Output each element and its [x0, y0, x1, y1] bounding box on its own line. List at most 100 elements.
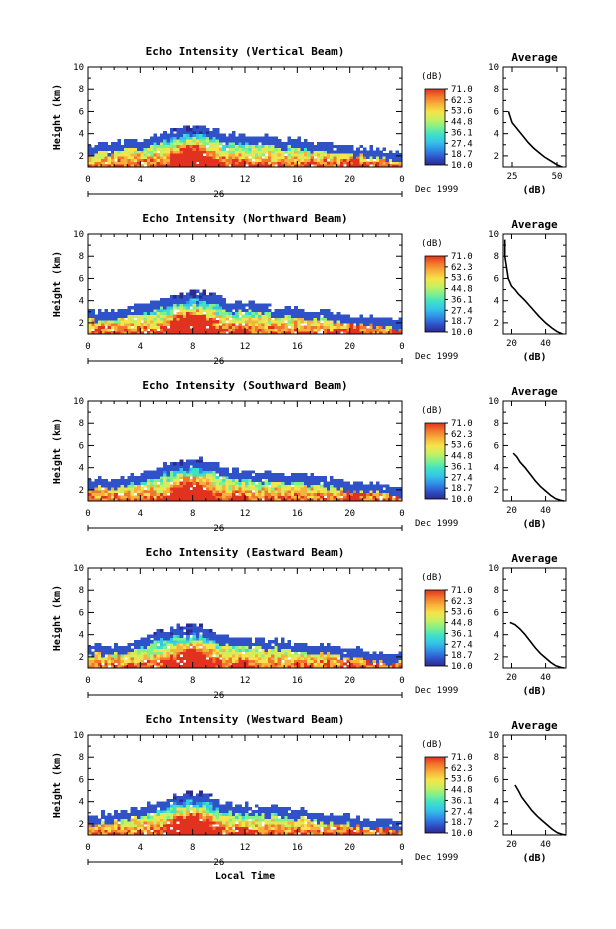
average-y-tick-label: 8 [494, 85, 499, 95]
heatmap-cell [375, 320, 380, 324]
heatmap-cell [140, 144, 144, 148]
heatmap-cell [189, 309, 194, 313]
heatmap-cell [382, 656, 387, 661]
heatmap-cell [212, 136, 216, 140]
heatmap-cell [336, 665, 341, 669]
heatmap-cell [274, 142, 279, 146]
heatmap-cell [336, 481, 341, 485]
heatmap-cell [271, 481, 275, 485]
heatmap-cell [186, 303, 190, 307]
heatmap-cell [127, 654, 131, 658]
heatmap-cell [349, 317, 354, 321]
heatmap-cell [297, 821, 301, 825]
heatmap-cell [88, 314, 92, 318]
heatmap-cell [127, 823, 131, 828]
heatmap-cell [176, 147, 180, 151]
colorbar-tick-label: 36.1 [451, 128, 473, 138]
heatmap-cell [222, 818, 226, 822]
heatmap-cell [176, 470, 180, 474]
heatmap-cell [166, 829, 171, 833]
heatmap-cell [218, 489, 223, 494]
heatmap-cell [225, 473, 230, 477]
heatmap-cell [176, 640, 180, 644]
heatmap-cell [251, 481, 256, 485]
heatmap-cell [133, 476, 138, 480]
heatmap-cell [281, 662, 285, 666]
heatmap-cell [369, 144, 373, 148]
heatmap-cell [284, 495, 288, 499]
heatmap-cell [117, 829, 122, 833]
heatmap-cell [140, 314, 144, 318]
heatmap-cell [310, 495, 315, 499]
heatmap-cell [235, 495, 239, 499]
heatmap-cell [241, 489, 246, 494]
heatmap-cell [215, 821, 220, 825]
heatmap-cell [277, 317, 282, 321]
heatmap-cell [104, 150, 109, 154]
heatmap-cell [231, 303, 236, 307]
y-tick-label: 4 [79, 464, 84, 474]
heatmap-cell [153, 303, 158, 307]
heatmap-cell [398, 322, 403, 327]
heatmap-cell [169, 130, 174, 135]
heatmap-cell [173, 796, 177, 800]
heatmap-cell [222, 826, 226, 830]
heatmap-cell [110, 662, 115, 666]
heatmap-cell [153, 325, 158, 329]
heatmap-cell [189, 142, 194, 146]
heatmap-cell [195, 812, 200, 816]
heatmap-cell [173, 462, 177, 466]
heatmap-cell [192, 295, 197, 299]
heatmap-cell [222, 821, 226, 825]
day-label: 26 [213, 691, 224, 701]
heatmap-cell [156, 487, 161, 491]
heatmap-cell [182, 829, 187, 833]
heatmap-cell [313, 164, 318, 168]
heatmap-cell [209, 823, 213, 828]
heatmap-cell [104, 498, 109, 502]
heatmap-cell [199, 821, 203, 825]
heatmap-cell [192, 634, 197, 638]
heatmap-cell [169, 325, 174, 329]
heatmap-cell [320, 648, 324, 652]
heatmap-cell [228, 815, 233, 819]
heatmap-cell [182, 320, 187, 324]
heatmap-cell [320, 153, 324, 157]
heatmap-cell [169, 306, 174, 310]
heatmap-cell [150, 651, 154, 655]
x-tick-label: 0 [85, 509, 90, 519]
heatmap-cell [218, 810, 223, 814]
heatmap-cell [199, 489, 203, 494]
heatmap-cell [101, 317, 105, 321]
heatmap-cell [110, 309, 115, 313]
heatmap-cell [209, 320, 213, 324]
heatmap-cell [398, 489, 403, 494]
heatmap-cell [205, 829, 210, 833]
heatmap-cell [179, 645, 184, 649]
heatmap-cell [271, 311, 275, 315]
heatmap-cell [290, 821, 295, 825]
heatmap-cell [186, 626, 190, 630]
heatmap-cell [330, 476, 334, 480]
heatmap-cell [267, 147, 272, 151]
heatmap-cell [333, 492, 337, 496]
heatmap-cell [254, 648, 259, 652]
heatmap-cell [192, 153, 197, 157]
heatmap-cell [359, 659, 364, 663]
heatmap-cell [153, 634, 158, 638]
heatmap-cell [166, 807, 171, 811]
heatmap-cell [140, 659, 144, 663]
heatmap-cell [166, 484, 171, 488]
heatmap-cell [359, 654, 364, 658]
heatmap-cell [137, 810, 141, 814]
heatmap-cell [133, 656, 138, 661]
heatmap-cell [271, 492, 275, 496]
heatmap-cell [294, 147, 298, 151]
heatmap-cell [189, 801, 194, 805]
heatmap-cell [356, 153, 360, 157]
heatmap-cell [163, 645, 167, 649]
heatmap-cell [231, 810, 236, 814]
heatmap-cell [307, 829, 311, 833]
heatmap-cell [182, 153, 187, 157]
heatmap-cell [254, 818, 259, 822]
